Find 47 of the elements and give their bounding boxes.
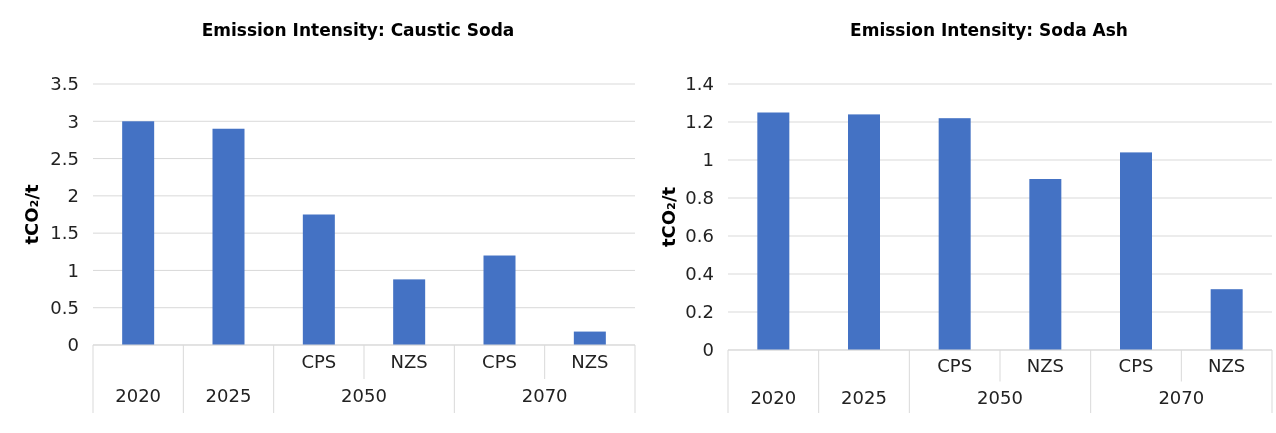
x-tick-label: 2020 (115, 385, 162, 407)
y-tick-label: 1.5 (50, 222, 79, 244)
bar (1029, 179, 1062, 350)
y-tick-label: 0.6 (685, 225, 714, 247)
text: 2050 (977, 386, 1023, 408)
y-axis-title: tCO₂/t (21, 184, 42, 245)
y-tick-label: 3.5 (50, 73, 79, 95)
bar (483, 255, 516, 345)
x-tick-label: CPS (482, 351, 517, 373)
y-tick-label: 0 (67, 334, 79, 356)
x-tick-label: CPS (301, 351, 337, 373)
x-tick-label: CPS (1118, 355, 1154, 377)
text: 2070 (1158, 386, 1205, 408)
bar (848, 114, 880, 350)
x-tick-label: 2025 (841, 386, 887, 408)
bar (393, 279, 426, 345)
y-tick-label: 3 (67, 110, 79, 132)
x-tick-label: CPS (937, 355, 973, 377)
chart-title: Emission Intensity: Caustic Soda (201, 20, 515, 40)
y-tick-label: 0.4 (685, 263, 714, 285)
y-tick-label: 0 (702, 339, 714, 361)
bar (757, 112, 790, 350)
bar (212, 128, 245, 345)
x-tick-label: NZS (571, 351, 609, 373)
x-tick-label: 2020 (750, 386, 797, 408)
chart-title: Emission Intensity: Soda Ash (850, 20, 1128, 40)
y-tick-label: 0.8 (685, 187, 714, 209)
y-tick-label: 1.2 (685, 111, 714, 133)
x-tick-label: NZS (1208, 355, 1246, 377)
bar (122, 121, 155, 345)
x-tick-label: NZS (390, 351, 428, 373)
bar (1210, 289, 1243, 350)
x-tick-label: NZS (1026, 355, 1064, 377)
y-tick-label: 2.5 (50, 147, 79, 169)
y-tick-label: 1 (702, 149, 714, 171)
y-tick-label: 0.2 (685, 301, 714, 323)
x-tick-label: 2025 (205, 385, 252, 407)
y-tick-label: 1.4 (685, 73, 714, 95)
text: 2070 (521, 385, 568, 407)
y-tick-label: 0.5 (50, 297, 79, 319)
bar (938, 118, 971, 350)
y-tick-label: 2 (67, 185, 79, 207)
bar (1120, 152, 1152, 350)
bar (302, 214, 335, 345)
y-tick-label: 1 (67, 259, 79, 281)
text: 2050 (341, 385, 387, 407)
y-axis-title: tCO₂/t (658, 186, 679, 248)
